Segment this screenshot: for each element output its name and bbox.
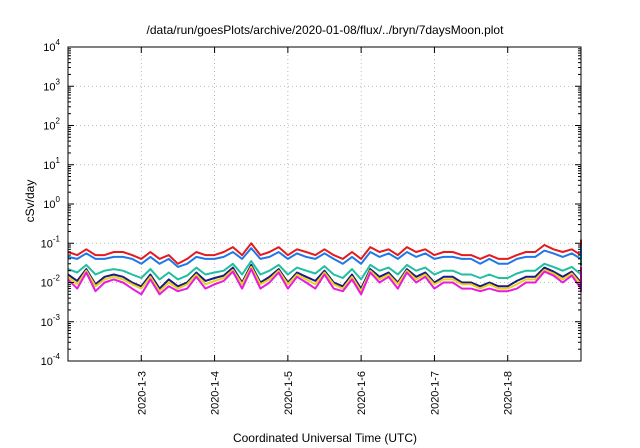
x-axis-label: Coordinated Universal Time (UTC) <box>233 431 417 445</box>
x-tick-label: 2020-1-3 <box>136 371 148 415</box>
x-tick-label: 2020-1-8 <box>503 371 515 415</box>
y-axis: 10-4 10-3 10-2 10-1 100 101 102 103 104 <box>41 38 581 368</box>
y-tick-label: 10-2 <box>41 274 61 290</box>
y-tick-label: 10-4 <box>41 352 61 368</box>
series-group <box>67 239 582 296</box>
y-tick-label: 103 <box>43 77 60 93</box>
grid <box>68 47 581 361</box>
y-tick-label: 10-3 <box>41 313 61 329</box>
x-tick-label: 2020-1-4 <box>210 371 222 415</box>
y-axis-label: cSv/day <box>23 180 37 223</box>
y-tick-label: 101 <box>43 156 60 172</box>
x-tick-label: 2020-1-5 <box>283 371 295 415</box>
x-tick-label: 2020-1-6 <box>356 371 368 415</box>
chart-title: /data/run/goesPlots/archive/2020-01-08/f… <box>147 23 505 37</box>
y-tick-label: 104 <box>43 38 60 54</box>
y-tick-label: 102 <box>43 117 60 133</box>
x-tick-label: 2020-1-7 <box>429 371 441 415</box>
y-tick-label: 10-1 <box>41 234 61 250</box>
x-axis: 2020-1-3 2020-1-4 2020-1-5 2020-1-6 2020-1-7… <box>136 47 515 415</box>
y-tick-label: 100 <box>43 195 60 211</box>
